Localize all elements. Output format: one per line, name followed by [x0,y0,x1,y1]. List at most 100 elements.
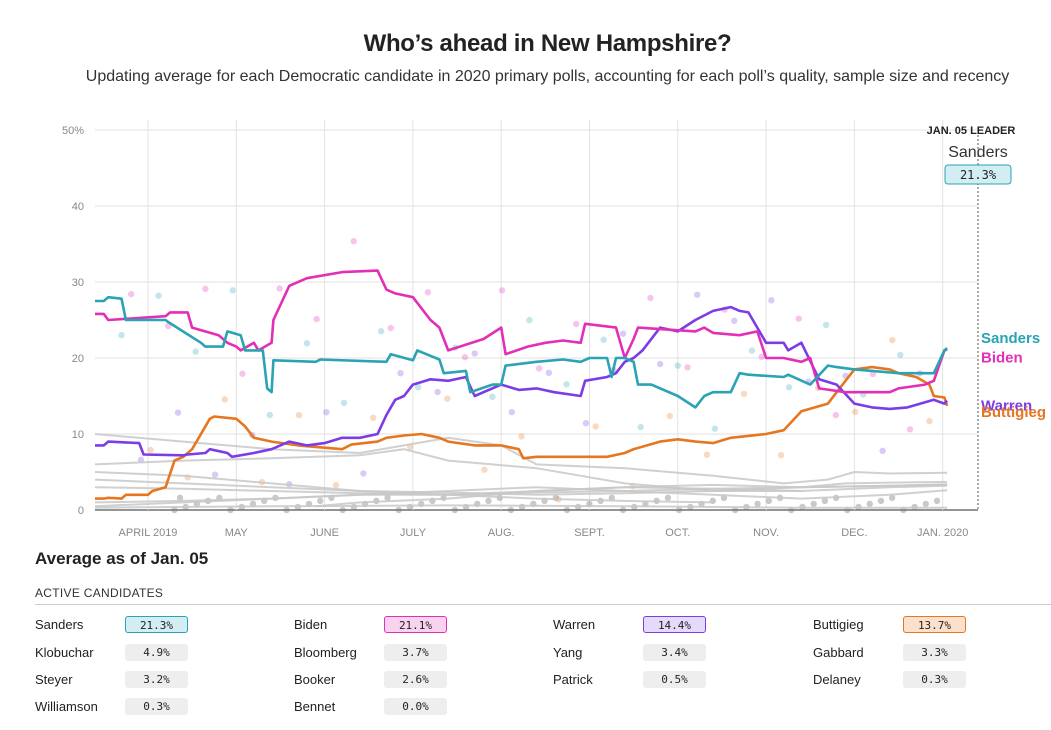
poll-dot [377,328,385,335]
poll-dot [118,332,125,339]
candidate-row-williamson: Williamson 0.3% [35,696,188,716]
candidate-name: Bloomberg [294,644,357,660]
series-line-harris [94,448,802,492]
x-tick-label: DEC. [841,527,867,539]
poll-dot [176,494,184,502]
poll-dot [128,290,135,298]
polling-average-chart[interactable]: 0 10 20 30 40 50% APRIL 2019 MAY JUNE JULY AUG. SEP… [0,115,1051,545]
poll-dot [694,291,701,298]
poll-dot [879,447,886,455]
poll-dot [664,494,672,502]
candidate-value-badge: 0.3% [903,670,966,688]
poll-dot [785,384,793,391]
poll-dot [866,500,873,508]
poll-dot [573,320,580,328]
candidate-value-badge: 21.1% [384,615,447,633]
series-line-others [94,504,948,509]
poll-dot [810,500,817,508]
series-line-klobuchar [94,433,948,485]
poll-dot [481,466,488,473]
series-line-orourke [94,471,714,504]
x-tick-label: JAN. 2020 [917,527,968,539]
series-line-buttigieg [95,365,949,500]
candidate-row-delaney: Delaney 0.3% [813,669,966,689]
poll-dot [684,364,691,371]
candidate-row-yang: Yang 3.4% [553,642,706,662]
candidate-row-bloomberg: Bloomberg 3.7% [294,642,447,662]
candidate-value-badge: 13.7% [903,615,966,633]
poll-dot [498,287,506,294]
poll-dot [777,451,785,459]
y-tick-label: 10 [72,429,84,441]
poll-dot [637,423,644,431]
poll-dot [703,451,711,458]
poll-dot [276,285,283,292]
end-label-biden: Biden [981,350,1023,367]
poll-dot [332,481,340,489]
poll-dot [731,506,739,514]
poll-dot [295,411,303,419]
poll-dot [740,390,748,398]
x-tick-label: SEPT. [574,527,605,539]
poll-dot [155,292,162,299]
chart-subtitle: Updating average for each Democratic can… [85,68,1010,85]
poll-dot [266,411,274,419]
candidate-name: Williamson [35,698,98,714]
poll-dot [384,494,391,502]
summary-divider [35,604,1051,605]
poll-dot [897,351,904,359]
poll-dot [582,420,590,427]
poll-dot [535,365,543,372]
poll-dot [369,414,377,421]
candidate-value-badge: 0.3% [125,697,188,715]
poll-dot [933,497,941,505]
candidate-value-badge: 21.3% [125,615,188,633]
candidate-value-badge: 3.2% [125,670,188,688]
y-tick-label: 40 [72,201,84,213]
candidate-value-badge: 0.5% [643,670,706,688]
poll-dot [202,285,209,293]
poll-dot [397,370,404,377]
poll-dot [674,362,681,369]
poll-dot [303,340,311,347]
series-line-warren [95,305,949,459]
poll-dot [339,506,346,514]
y-tick-label: 30 [72,277,84,289]
y-tick-label: 20 [72,353,84,365]
poll-dots [118,238,941,514]
poll-dot [563,506,571,514]
series-line-steyer [315,484,948,508]
leader-value-badge [944,164,1012,185]
poll-dot [675,506,683,514]
x-tick-label: OCT. [665,527,690,539]
y-tick-label: 50% [62,125,84,137]
poll-dot [508,408,515,416]
leader-name: Sanders [948,144,1008,161]
poll-dot [608,494,616,502]
leader-annotation: JAN. 05 LEADER Sanders 21.3% [927,125,1016,510]
candidate-name: Klobuchar [35,644,94,660]
poll-dot [619,330,627,337]
candidate-row-klobuchar: Klobuchar 4.9% [35,642,188,662]
series-line-biden [95,269,948,394]
end-label-buttigieg: Buttigieg [981,404,1046,421]
x-tick-label: JUNE [310,527,339,539]
poll-dot [666,412,674,420]
candidate-value-badge: 4.9% [125,643,188,661]
x-tick-label: MAY [225,527,249,539]
candidate-row-sanders: Sanders 21.3% [35,614,188,634]
poll-dot [832,411,840,419]
poll-dot [526,316,533,324]
x-tick-label: APRIL 2019 [119,527,178,539]
poll-dot [600,336,607,343]
poll-dot [852,408,859,416]
candidate-name: Booker [294,671,336,687]
candidate-name: Warren [553,616,596,632]
poll-dot [877,497,885,505]
leader-date-label: JAN. 05 LEADER [927,125,1016,137]
poll-dot [545,369,553,377]
candidate-name: Steyer [35,671,73,687]
poll-dot [489,393,496,400]
candidate-value-badge: 14.4% [643,615,706,633]
main-candidate-lines [95,269,949,500]
